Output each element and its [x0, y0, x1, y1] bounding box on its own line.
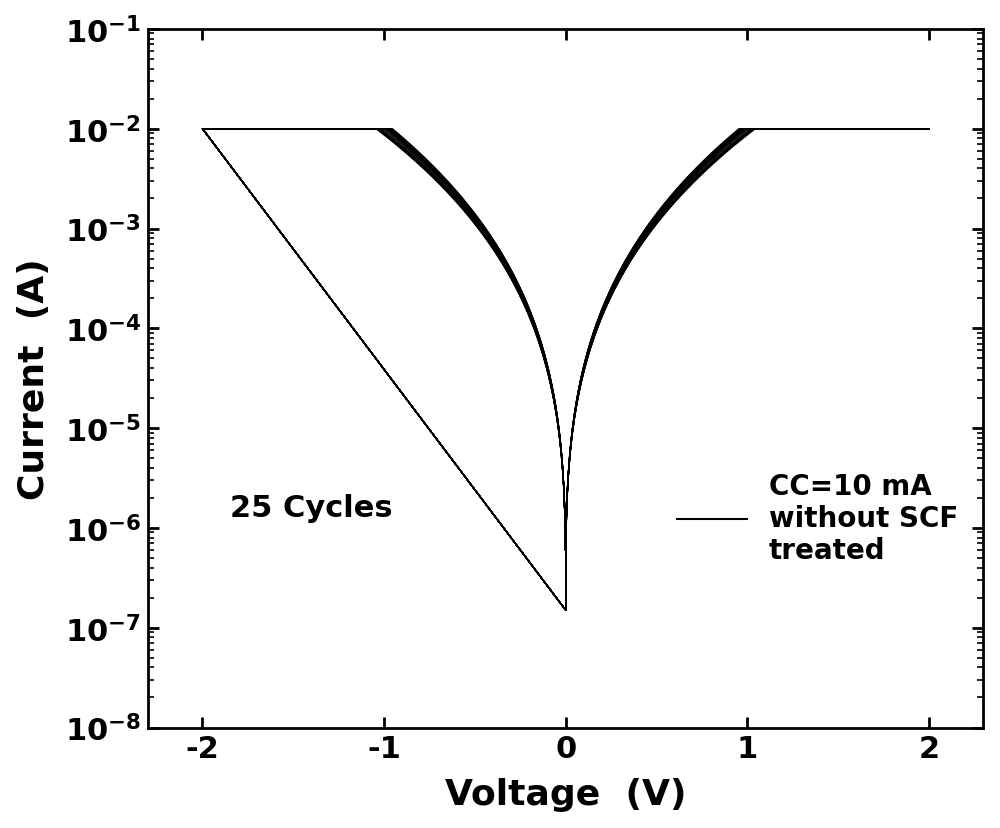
Legend: CC=10 mA
without SCF
treated: CC=10 mA without SCF treated [666, 461, 969, 575]
X-axis label: Voltage  (V): Voltage (V) [445, 777, 686, 811]
Text: 25 Cycles: 25 Cycles [230, 493, 392, 522]
Y-axis label: Current  (A): Current (A) [17, 258, 51, 499]
